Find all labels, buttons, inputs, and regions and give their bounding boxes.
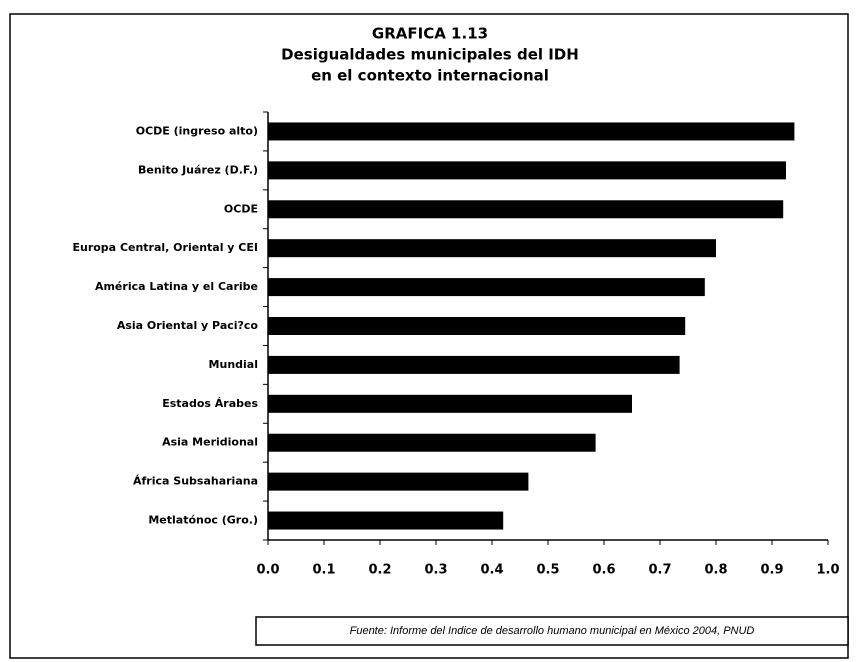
x-tick-label: 0.4 bbox=[480, 563, 503, 578]
y-tick-label: OCDE (ingreso alto) bbox=[136, 124, 258, 137]
x-tick-label: 0.1 bbox=[312, 563, 335, 578]
chart-title: GRAFICA 1.13 bbox=[372, 25, 488, 43]
x-tick-label: 0.3 bbox=[424, 563, 447, 578]
bar bbox=[268, 511, 504, 530]
x-tick-label: 0.7 bbox=[648, 563, 671, 578]
x-tick-label: 0.8 bbox=[704, 563, 727, 578]
bar bbox=[268, 239, 716, 258]
x-tick-label: 1.0 bbox=[816, 563, 839, 578]
y-tick-label: Estados Árabes bbox=[162, 397, 258, 410]
bar bbox=[268, 394, 632, 413]
bar bbox=[268, 122, 795, 141]
y-tick-label: África Subsahariana bbox=[133, 475, 258, 488]
source-note: Fuente: Informe del Indice de desarrollo… bbox=[350, 625, 755, 637]
x-tick-label: 0.9 bbox=[760, 563, 783, 578]
y-tick-label: Benito Juárez (D.F.) bbox=[138, 163, 258, 176]
y-tick-label: América Latina y el Caribe bbox=[95, 280, 258, 293]
y-tick-label: Asia Oriental y Paci?co bbox=[117, 319, 259, 332]
y-tick-label: OCDE bbox=[224, 202, 258, 215]
bar bbox=[268, 161, 786, 180]
y-tick-label: Mundial bbox=[209, 358, 258, 371]
bar bbox=[268, 317, 686, 335]
x-tick-label: 0.0 bbox=[256, 563, 279, 578]
y-tick-label: Europa Central, Oriental y CEI bbox=[72, 241, 258, 254]
chart-title: Desigualdades municipales del IDH bbox=[281, 46, 579, 64]
x-tick-label: 0.2 bbox=[368, 563, 391, 578]
x-tick-label: 0.5 bbox=[536, 563, 559, 578]
bar bbox=[268, 200, 784, 219]
bar bbox=[268, 433, 596, 452]
y-tick-label: Metlatónoc (Gro.) bbox=[148, 514, 258, 527]
frame bbox=[9, 13, 849, 659]
y-tick-label: Asia Meridional bbox=[162, 436, 258, 449]
bar bbox=[268, 355, 680, 374]
bar bbox=[268, 472, 529, 491]
note-box bbox=[255, 616, 849, 646]
bar bbox=[268, 278, 705, 297]
x-tick-label: 0.6 bbox=[592, 563, 615, 578]
chart-title: en el contexto internacional bbox=[311, 67, 549, 85]
